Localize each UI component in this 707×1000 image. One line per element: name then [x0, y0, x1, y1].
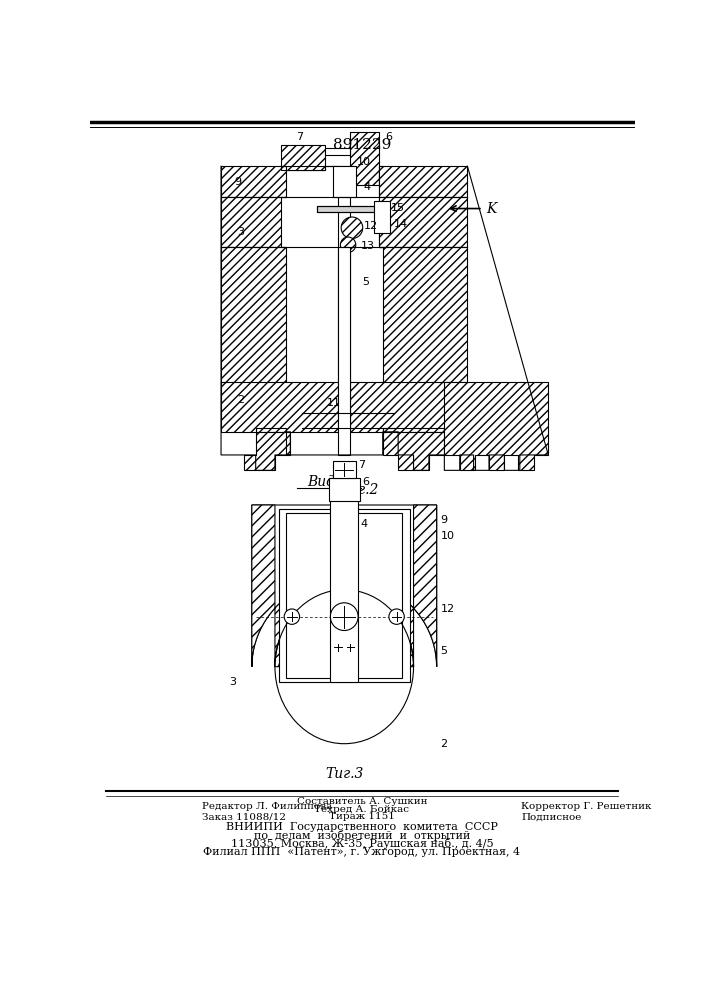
Circle shape [340, 237, 356, 252]
Text: 3: 3 [238, 227, 245, 237]
Text: 2: 2 [440, 739, 448, 749]
Bar [286, 513, 402, 678]
Polygon shape [379, 166, 382, 197]
Text: 7: 7 [296, 132, 303, 142]
Polygon shape [252, 505, 437, 667]
Text: 10: 10 [356, 157, 370, 167]
Bar [351, 132, 379, 185]
Circle shape [341, 217, 363, 239]
Text: Тираж 1151: Тираж 1151 [329, 812, 395, 821]
Polygon shape [244, 432, 291, 470]
Text: 2: 2 [238, 395, 245, 405]
Text: Техред А. Бойкас: Техред А. Бойкас [315, 805, 409, 814]
Polygon shape [444, 382, 549, 470]
Text: Редактор Л. Филиппова: Редактор Л. Филиппова [201, 802, 332, 811]
Text: 12: 12 [364, 221, 378, 231]
Text: 3: 3 [229, 677, 236, 687]
Text: 6: 6 [385, 132, 392, 142]
Polygon shape [379, 197, 467, 247]
Polygon shape [252, 505, 347, 667]
Bar [329, 478, 360, 501]
Polygon shape [221, 197, 286, 247]
Text: 113035, Москва, Ж-35, Раушская наб., д. 4/5: 113035, Москва, Ж-35, Раушская наб., д. … [230, 838, 493, 849]
Polygon shape [382, 432, 444, 470]
Bar [281, 145, 325, 170]
Bar [338, 166, 351, 432]
Circle shape [284, 609, 300, 624]
Text: 10: 10 [440, 531, 455, 541]
Polygon shape [275, 590, 414, 667]
Bar [333, 461, 356, 478]
Text: Филиал ППП  «Патент», г. Ужгород, ул. Проектная, 4: Филиал ППП «Патент», г. Ужгород, ул. Про… [204, 847, 520, 857]
Text: 14: 14 [393, 219, 407, 229]
Text: по  делам  изобретений  и  открытий: по делам изобретений и открытий [254, 830, 470, 841]
Text: 9: 9 [440, 515, 448, 525]
Circle shape [389, 609, 404, 624]
Polygon shape [221, 382, 467, 432]
Bar [330, 478, 358, 682]
Text: Заказ 11088/12: Заказ 11088/12 [201, 812, 286, 821]
Text: 12: 12 [440, 604, 455, 614]
Bar [279, 509, 409, 682]
Bar [373, 201, 390, 233]
Text: 6: 6 [362, 477, 369, 487]
Polygon shape [379, 197, 382, 247]
Text: Τиг.3: Τиг.3 [325, 768, 363, 782]
Text: 891229: 891229 [333, 138, 391, 152]
Polygon shape [379, 247, 467, 432]
Bar [325, 148, 351, 155]
Text: Вид K: Вид K [308, 475, 350, 489]
Polygon shape [347, 505, 437, 667]
Text: 9: 9 [235, 177, 242, 187]
Text: 4: 4 [364, 182, 371, 192]
Bar [317, 206, 387, 212]
Text: 15: 15 [391, 203, 405, 213]
Text: 4: 4 [361, 519, 368, 529]
Text: K: K [486, 202, 497, 216]
Polygon shape [221, 166, 338, 197]
Text: Τиг.2: Τиг.2 [341, 483, 379, 497]
Bar [333, 166, 356, 197]
Text: 13: 13 [361, 241, 374, 251]
Text: Подписное: Подписное [521, 812, 582, 821]
Circle shape [330, 603, 358, 631]
Text: Составитель А. Сушкин: Составитель А. Сушкин [297, 797, 427, 806]
Bar [338, 247, 351, 455]
Text: 7: 7 [358, 460, 366, 470]
Text: ВНИИПИ  Государственного  комитета  СССР: ВНИИПИ Государственного комитета СССР [226, 822, 498, 832]
Bar [281, 145, 325, 170]
Text: Корректор Г. Решетник: Корректор Г. Решетник [521, 802, 652, 811]
Text: 5: 5 [440, 646, 448, 656]
Polygon shape [379, 166, 467, 197]
Text: 5: 5 [362, 277, 369, 287]
Bar [351, 132, 379, 185]
Polygon shape [221, 247, 286, 432]
Text: 11: 11 [327, 398, 341, 408]
Bar [317, 206, 387, 212]
